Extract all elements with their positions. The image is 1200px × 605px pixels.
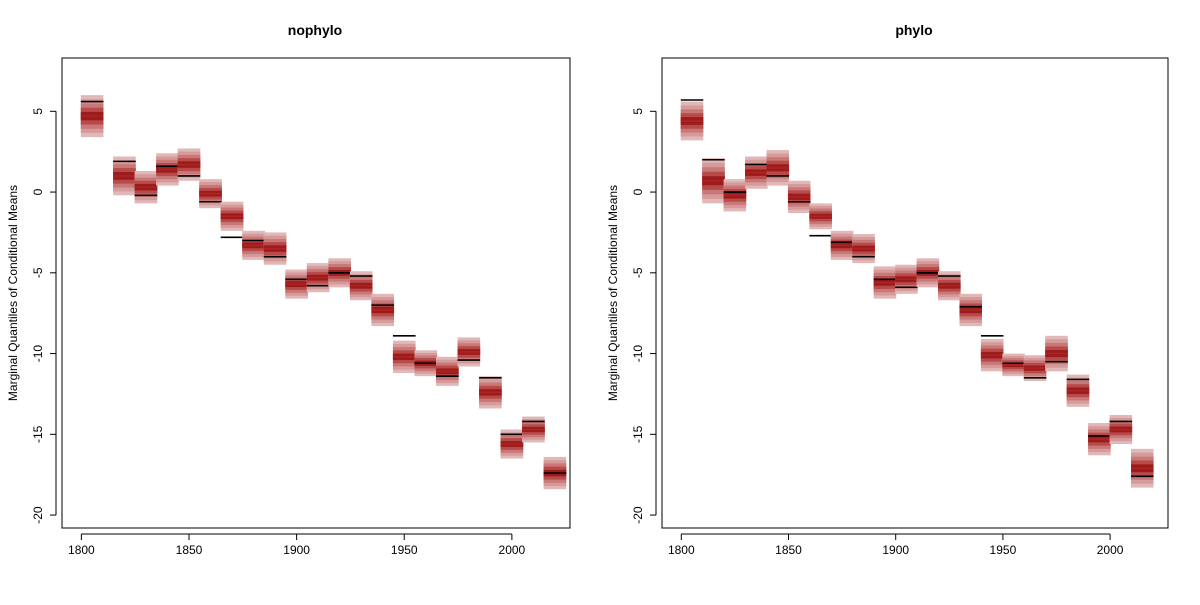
x-tick-label: 1900 xyxy=(283,543,310,557)
y-axis-label: Marginal Quantiles of Conditional Means xyxy=(606,185,620,401)
plot-frame xyxy=(661,57,1169,529)
x-tick-label: 1850 xyxy=(775,543,802,557)
y-tick-label: -15 xyxy=(31,425,45,443)
y-tick-label: -5 xyxy=(31,267,45,278)
x-tick-label: 1850 xyxy=(176,543,203,557)
y-tick-label: -10 xyxy=(31,345,45,363)
y-tick-label: -20 xyxy=(31,506,45,524)
y-tick-label: 0 xyxy=(631,188,645,195)
panel-phylo: phylo Marginal Quantiles of Conditional M… xyxy=(606,22,1169,557)
y-tick-label: 5 xyxy=(31,108,45,115)
y-tick-label: 5 xyxy=(631,108,645,115)
x-tick-label: 1900 xyxy=(882,543,909,557)
quantile-boxes xyxy=(80,95,567,490)
panel-nophylo: nophylo Marginal Quantiles of Conditional… xyxy=(6,22,571,557)
y-tick-label: -20 xyxy=(631,506,645,524)
x-tick-label: 1950 xyxy=(391,543,418,557)
quantile-boxes xyxy=(680,99,1154,488)
plot-frame xyxy=(61,57,571,529)
y-tick-label: -10 xyxy=(631,345,645,363)
y-axis-label: Marginal Quantiles of Conditional Means xyxy=(6,185,20,401)
x-tick-label: 1950 xyxy=(990,543,1017,557)
x-tick-label: 1800 xyxy=(668,543,695,557)
x-tick-label: 2000 xyxy=(1097,543,1124,557)
x-tick-label: 2000 xyxy=(499,543,526,557)
y-tick-label: -5 xyxy=(631,267,645,278)
chart-title: phylo xyxy=(895,22,932,38)
y-tick-label: 0 xyxy=(31,188,45,195)
x-tick-label: 1800 xyxy=(68,543,95,557)
chart-title: nophylo xyxy=(288,22,342,38)
y-tick-label: -15 xyxy=(631,425,645,443)
